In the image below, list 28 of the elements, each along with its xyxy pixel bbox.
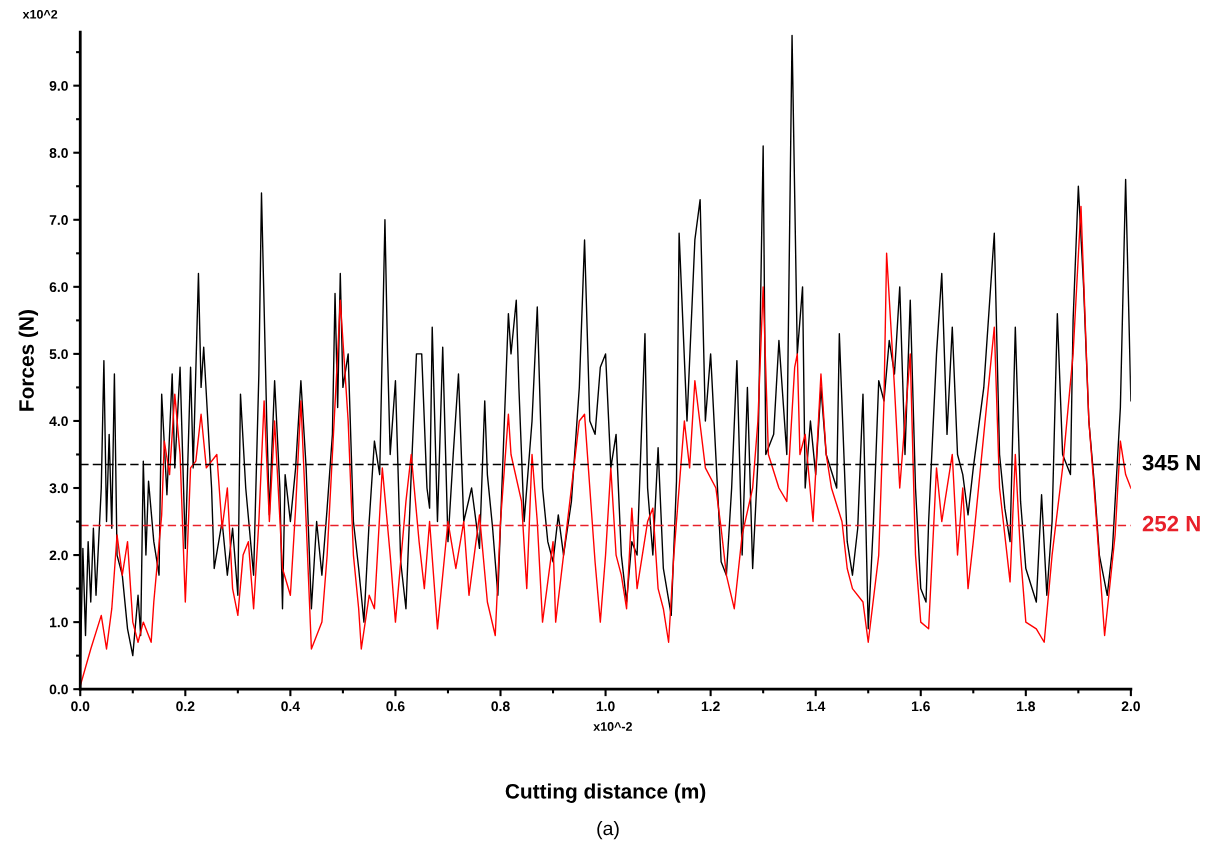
y-axis-title: Forces (N) xyxy=(18,310,39,411)
y-tick-label: 5.0 xyxy=(49,349,68,360)
ref-line-label: 345 N xyxy=(1142,454,1200,471)
x-tick-label: 2.0 xyxy=(1121,701,1140,712)
y-tick-label: 1.0 xyxy=(50,617,68,628)
y-tick-label: 3.0 xyxy=(49,483,68,494)
x-tick-label: 1.6 xyxy=(911,701,930,712)
y-tick-label: 0.0 xyxy=(49,684,68,695)
text: (a) xyxy=(597,821,619,840)
x-tick-label: 0.8 xyxy=(491,701,510,712)
x-tick-label: 0.4 xyxy=(281,701,300,712)
y-tick-label: 4.0 xyxy=(49,416,68,427)
text: x10^2 xyxy=(22,9,58,19)
text: x10^-2 xyxy=(593,722,632,731)
y-tick-label: 6.0 xyxy=(49,282,68,293)
x-tick-label: 1.4 xyxy=(806,701,826,712)
x-axis-title: Cutting distance (m) xyxy=(505,783,706,803)
x-tick-label: 1.2 xyxy=(701,701,720,712)
ref-line-label: 252 N xyxy=(1142,515,1200,532)
x-tick-label: 1.0 xyxy=(596,701,615,712)
y-tick-label: 7.0 xyxy=(49,215,68,225)
x-tick-label: 0.6 xyxy=(386,701,405,712)
y-tick-label: 8.0 xyxy=(49,148,68,158)
x-tick-label: 1.8 xyxy=(1017,701,1036,712)
x-tick-label: 0.2 xyxy=(176,701,195,712)
x-tick-label: 0.0 xyxy=(71,701,90,712)
y-tick-label: 9.0 xyxy=(49,81,68,91)
y-tick-label: 2.0 xyxy=(49,550,68,561)
